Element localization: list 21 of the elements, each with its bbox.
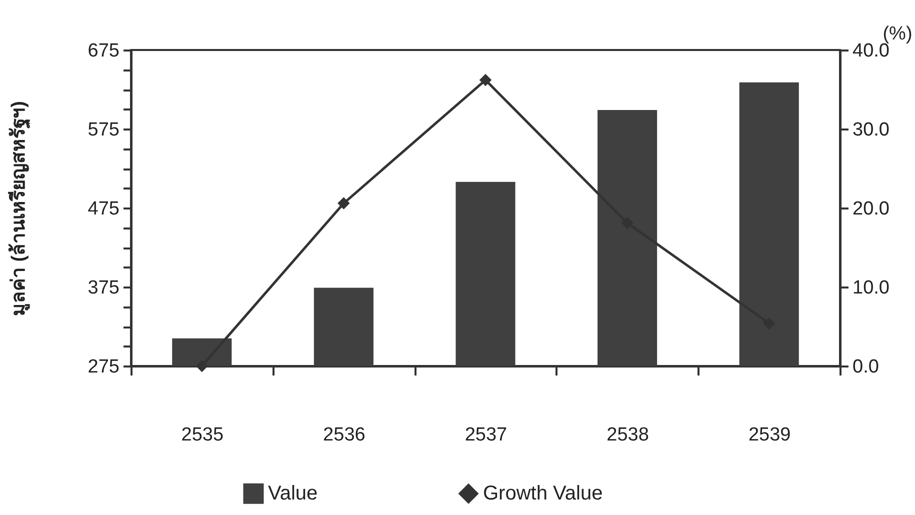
y2-tick-label: 0.0 <box>852 356 879 378</box>
y-tick-label: 575 <box>88 120 120 140</box>
point <box>338 197 350 210</box>
y2-tick-label: 30.0 <box>852 120 890 140</box>
x-tick-label: 2539 <box>748 424 791 446</box>
y2-axis-title: (%) <box>882 24 912 44</box>
y-tick-label: 475 <box>88 198 120 220</box>
y-tick-label: 675 <box>88 40 120 62</box>
y-tick-label: 375 <box>88 278 120 298</box>
y2-tick-label: 20.0 <box>852 198 890 220</box>
x-tick-label: 2535 <box>181 424 224 446</box>
x-tick-label: 2536 <box>323 424 366 446</box>
y-tick-label: 275 <box>88 356 120 378</box>
x-tick-label: 2538 <box>606 424 649 446</box>
x-tick-label: 2537 <box>464 424 508 446</box>
legend-label: Growth Value <box>483 482 603 505</box>
point <box>479 74 492 86</box>
point <box>196 360 208 372</box>
legend-label: Value <box>268 482 318 505</box>
y2-tick-label: 10.0 <box>852 278 890 298</box>
y-axis-title: มูลค่า (ล้านเหรียญสหรัฐฯ) <box>8 101 32 316</box>
